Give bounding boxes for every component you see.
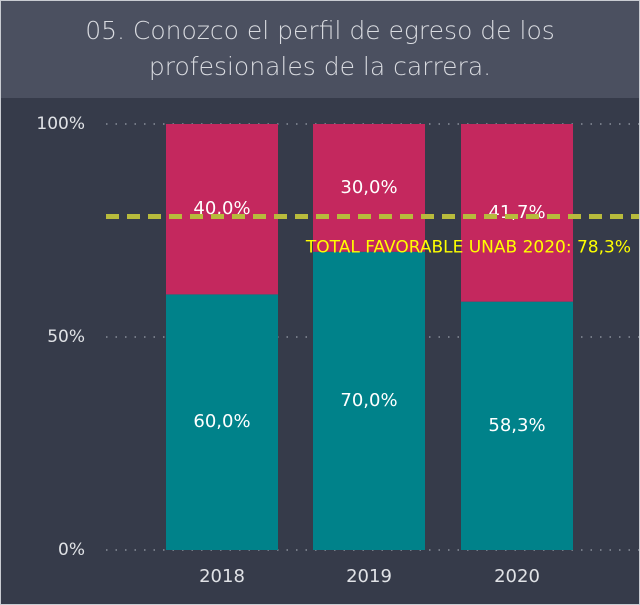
- bar-segment: [461, 124, 573, 302]
- reference-label: TOTAL FAVORABLE UNAB 2020: 78,3%: [305, 237, 631, 257]
- bar-segment: [166, 294, 278, 550]
- y-tick-label: 0%: [58, 540, 85, 560]
- x-tick-label: 2018: [199, 566, 245, 587]
- bar-segment: [313, 124, 425, 252]
- x-tick-label: 2020: [494, 566, 540, 587]
- x-tick-label: 2019: [346, 566, 392, 587]
- y-tick-label: 100%: [36, 114, 85, 134]
- data-label: 41,7%: [488, 202, 545, 223]
- bar-segment: [313, 251, 425, 551]
- data-label: 60,0%: [193, 411, 250, 432]
- data-label: 30,0%: [340, 177, 397, 198]
- bar-segment: [166, 124, 278, 295]
- data-label: 58,3%: [488, 415, 545, 436]
- chart-title: 05. Conozco el perfil de egreso de los p…: [1, 1, 639, 98]
- y-tick-label: 50%: [47, 327, 85, 347]
- bar-segment: [461, 301, 573, 550]
- data-label: 70,0%: [340, 390, 397, 411]
